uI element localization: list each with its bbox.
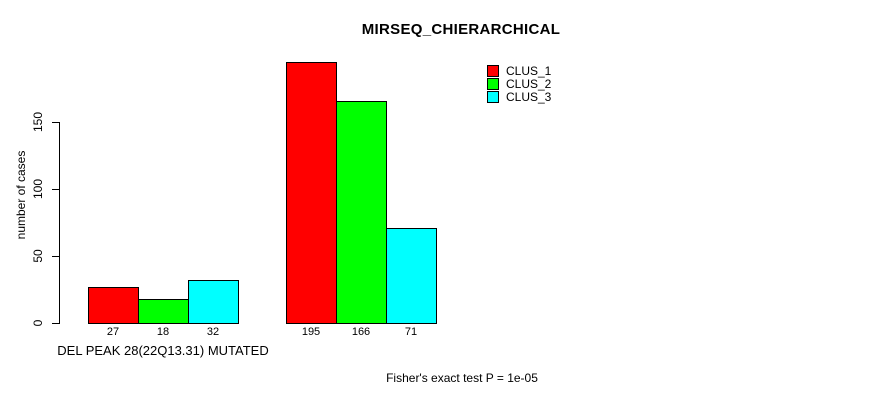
y-tick	[52, 189, 59, 190]
y-tick	[52, 323, 59, 324]
chart-title: MIRSEQ_CHIERARCHICAL	[361, 21, 561, 38]
x-axis-label: DEL PEAK 28(22Q13.31) MUTATED	[57, 343, 269, 358]
legend-label: CLUS_2	[506, 76, 552, 91]
y-tick	[52, 256, 59, 257]
legend-swatch-icon	[487, 77, 499, 90]
legend-label: CLUS_1	[506, 63, 552, 78]
bar-clus_2-group1	[138, 299, 189, 324]
bar-value-label: 32	[206, 326, 220, 338]
bar-clus_3-group2	[386, 228, 437, 324]
bar-clus_3-group1	[188, 280, 239, 324]
y-tick-label: 150	[31, 111, 45, 133]
y-axis-line	[59, 122, 60, 324]
bar-value-label: 166	[351, 326, 371, 338]
legend: CLUS_1 CLUS_2 CLUS_3	[487, 63, 552, 104]
legend-label: CLUS_3	[506, 89, 552, 104]
y-tick-label: 50	[31, 249, 45, 263]
bar-value-label: 71	[404, 326, 418, 338]
bar-value-label: 18	[156, 326, 170, 338]
y-tick-label: 0	[31, 319, 45, 327]
legend-item-clus_3: CLUS_3	[487, 89, 552, 104]
bar-value-label: 195	[301, 326, 321, 338]
y-tick	[52, 122, 59, 123]
annotation-text: Fisher's exact test P = 1e-05	[386, 371, 538, 385]
y-tick-label: 100	[31, 178, 45, 200]
legend-swatch-icon	[487, 90, 499, 103]
bar-clus_2-group2	[336, 101, 387, 324]
legend-item-clus_1: CLUS_1	[487, 63, 552, 78]
y-axis-label: number of cases	[14, 150, 28, 240]
bar-value-label: 27	[106, 326, 120, 338]
bar-clus_1-group1	[88, 287, 139, 324]
bar-clus_1-group2	[286, 62, 337, 324]
legend-swatch-icon	[487, 64, 499, 77]
legend-item-clus_2: CLUS_2	[487, 76, 552, 91]
